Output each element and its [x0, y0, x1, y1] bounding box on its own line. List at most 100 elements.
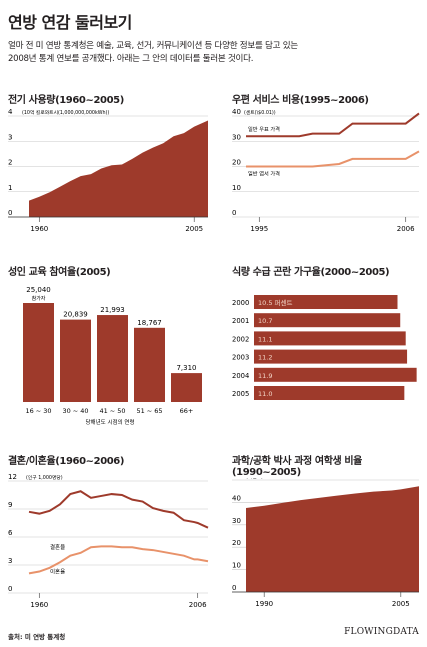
female-phd-title: 과학/공학 박사 과정 여학생 비율 (1990~2005)	[232, 452, 362, 478]
bar-value-note: 참가자	[32, 295, 46, 302]
bar	[254, 367, 417, 382]
female-phd-title-line-2: (1990~2005)	[232, 467, 301, 478]
x-tick-label: 2005	[185, 225, 203, 233]
y-tick-label: 3	[8, 557, 12, 565]
category-label: 66+	[180, 407, 194, 415]
y-tick-label: 20	[232, 539, 241, 547]
electricity-area	[29, 120, 208, 217]
y-tick-label: 50	[232, 478, 241, 480]
bar-value-label: 20,839	[63, 311, 88, 319]
y-tick-label: 3	[8, 133, 12, 141]
y-tick-label: 30	[232, 133, 241, 141]
marriage-divorce-title: 결혼/이혼율(1960~2006)	[8, 456, 125, 467]
row-label: 2003	[232, 354, 249, 362]
unit-label: (센트(\$0.01))	[244, 109, 276, 116]
row-label: 2004	[232, 372, 249, 380]
series-label-1: 결혼율	[50, 543, 65, 551]
bar-value-label: 7,310	[176, 364, 196, 372]
series-line-2	[28, 545, 209, 575]
intro-line-1: 얼마 전 미 연방 통계청은 예술, 교육, 선거, 커뮤니케이션 등 다양한 …	[8, 41, 298, 51]
bar	[254, 295, 398, 309]
brand-logo: FLOWINGDATA	[344, 627, 419, 637]
postal-title: 우편 서비스 비용(1995~2006)	[232, 95, 369, 106]
category-label: 51 ~ 65	[136, 407, 162, 415]
category-label: 30 ~ 40	[62, 407, 88, 415]
female-phd-panel: 과학/공학 박사 과정 여학생 비율 (1990~2005) 0 10 20 30 40…	[232, 452, 422, 617]
bar-value-label: 11.0	[258, 390, 272, 398]
bar	[97, 315, 128, 402]
bar	[134, 327, 165, 402]
x-tick-label: 1960	[30, 225, 48, 233]
x-tick-label: 1990	[255, 600, 273, 608]
y-tick-label: 10	[232, 184, 241, 192]
series-label-1: 일반 우표 가격	[248, 125, 280, 133]
y-tick-label: 40	[232, 494, 241, 502]
row-label: 2002	[232, 335, 249, 343]
y-tick-label: 4	[8, 109, 13, 116]
series-label-2: 이혼율	[50, 567, 65, 575]
series-line-1	[246, 112, 420, 138]
y-tick-label: 0	[232, 209, 236, 217]
bar-value-label: 10.7	[258, 317, 272, 325]
bar	[254, 313, 401, 328]
bar	[254, 349, 408, 364]
page-title: 연방 연감 둘러보기	[8, 13, 132, 32]
intro-line-2: 2008년 통계 연보를 공개했다. 아래는 그 안의 데이터를 둘러본 것이다…	[8, 54, 254, 64]
bar-value-label: 10.5 퍼센트	[258, 298, 292, 307]
adult-education-title: 성인 교육 참여율(2005)	[8, 267, 111, 278]
food-insecurity-panel: 식량 수급 곤란 가구율(2000~2005) 2000 10.5 퍼센트 2001…	[232, 263, 422, 413]
female-phd-title-line-1: 과학/공학 박사 과정 여학생 비율	[232, 456, 362, 467]
electricity-chart: 0 1 2 3 4 (10억 킬로와트시(1,000,000,000kWh)) 1960 20…	[8, 109, 208, 233]
electricity-panel: 전기 사용량(1960~2005) 0 1 2 3 4 (10억 킬로와트시(1,000,…	[8, 91, 213, 241]
food-insecurity-chart: 2000 10.5 퍼센트 2001 10.7 2002 11.1 2003 11.2 2004…	[232, 295, 417, 400]
female-phd-chart: 0 10 20 30 40 50 (퍼센트) 1990 2005	[232, 478, 419, 608]
postal-panel: 우편 서비스 비용(1995~2006) 0 10 20 30 40 (센트(\$0.01…	[232, 91, 422, 241]
y-tick-label: 20	[232, 159, 241, 167]
bar-value-label: 21,993	[100, 306, 125, 314]
bar-value-label: 11.1	[258, 335, 272, 343]
row-label: 2000	[232, 299, 249, 307]
bar-value-label: 11.2	[258, 354, 272, 362]
bar	[171, 373, 202, 402]
adult-education-panel: 성인 교육 참여율(2005) 25,040 참가자 16 ~ 30 20,839 30…	[8, 263, 213, 425]
y-tick-label: 9	[8, 501, 12, 509]
x-tick-label: 2006	[397, 225, 415, 233]
source-note: 출처: 미 연방 통계청	[8, 633, 66, 641]
y-tick-label: 30	[232, 517, 241, 525]
y-tick-label: 10	[232, 562, 241, 570]
bar-value-label: 11.9	[258, 372, 272, 380]
unit-label: (퍼센트)	[246, 478, 263, 480]
row-label: 2001	[232, 317, 249, 325]
postal-chart: 0 10 20 30 40 (센트(\$0.01)) 1995 2006 일반 우표 가격일반 …	[232, 109, 420, 233]
bar-value-label: 18,767	[137, 319, 162, 327]
y-tick-label: 6	[8, 529, 13, 537]
bar	[23, 303, 54, 402]
y-tick-label: 1	[8, 184, 12, 192]
y-tick-label: 0	[8, 209, 12, 217]
row-label: 2005	[232, 390, 249, 398]
x-tick-label: 2005	[392, 600, 410, 608]
bar	[254, 331, 406, 346]
y-tick-label: 12	[8, 473, 17, 481]
electricity-title: 전기 사용량(1960~2005)	[8, 95, 124, 106]
x-axis-label: 당해년도 시점의 연령	[85, 418, 134, 425]
unit-label: (인구 1,000명당)	[26, 474, 63, 481]
category-label: 41 ~ 50	[99, 407, 125, 415]
y-tick-label: 2	[8, 159, 12, 167]
y-tick-label: 40	[232, 109, 241, 116]
series-label-2: 일반 엽서 가격	[248, 170, 280, 178]
bar-value-label: 25,040	[26, 286, 51, 294]
food-insecurity-title: 식량 수급 곤란 가구율(2000~2005)	[232, 267, 390, 278]
series-line-2	[246, 150, 420, 168]
bar	[254, 386, 405, 400]
y-tick-label: 0	[232, 584, 236, 592]
category-label: 16 ~ 30	[25, 407, 51, 415]
intro-text: 얼마 전 미 연방 통계청은 예술, 교육, 선거, 커뮤니케이션 등 다양한 …	[8, 40, 418, 66]
x-tick-label: 1960	[30, 601, 48, 609]
unit-label: (10억 킬로와트시(1,000,000,000kWh))	[22, 109, 109, 116]
y-tick-label: 0	[8, 585, 12, 593]
bar	[60, 319, 91, 402]
female-phd-area	[246, 486, 419, 592]
